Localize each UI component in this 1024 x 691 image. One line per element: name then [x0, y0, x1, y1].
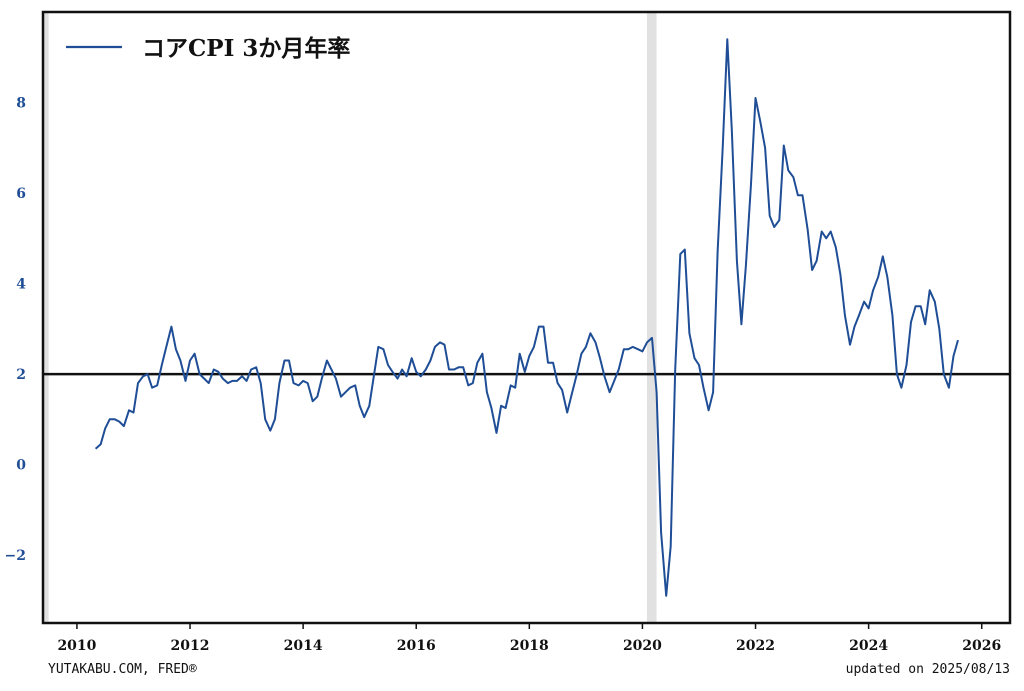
legend-label: コアCPI 3か月年率 [142, 35, 350, 62]
y-axis: −2 0 2 4 6 8 [5, 96, 27, 565]
y-tick-label: 2 [16, 367, 26, 383]
plot-frame [41, 10, 1012, 625]
x-tick-label: 2012 [171, 638, 210, 654]
recession-band [646, 12, 657, 623]
x-tick-label: 2016 [397, 638, 436, 654]
y-tick-label: 4 [16, 277, 26, 293]
y-tick-label: 8 [16, 96, 26, 112]
series-layer [94, 38, 959, 597]
plot-background [43, 12, 1010, 623]
y-tick-label: 0 [16, 458, 26, 474]
x-axis: 2010 2012 2014 2016 2018 2020 2022 2024 2026 [57, 623, 1001, 654]
legend: コアCPI 3か月年率 [66, 35, 350, 62]
x-tick-label: 2026 [962, 638, 1001, 654]
footer-updated: updated on 2025/08/13 [845, 662, 1010, 677]
footer-source: YUTAKABU.COM, FRED® [48, 662, 197, 677]
y-tick-label: 6 [16, 186, 26, 202]
x-tick-label: 2010 [57, 638, 96, 654]
series-line-core-cpi [94, 38, 959, 597]
y-tick-label: −2 [5, 548, 26, 564]
x-tick-label: 2020 [623, 638, 662, 654]
x-tick-label: 2018 [510, 638, 549, 654]
x-tick-label: 2014 [284, 638, 323, 654]
x-tick-label: 2022 [736, 638, 775, 654]
recession-bands [43, 12, 657, 623]
x-tick-label: 2024 [849, 638, 888, 654]
recession-band [43, 12, 49, 623]
